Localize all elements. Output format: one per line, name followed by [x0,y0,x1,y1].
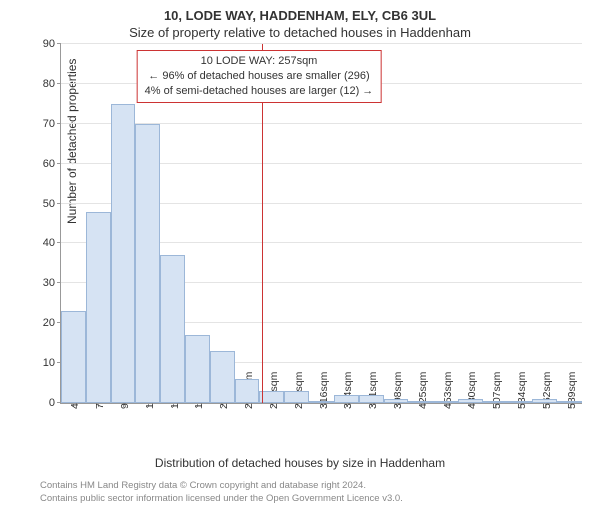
gridline [61,43,582,44]
x-axis-label: Distribution of detached houses by size … [0,456,600,470]
bar [483,401,508,403]
ytick-label: 50 [43,198,61,210]
xtick-label: 316sqm [318,372,330,409]
bar [259,391,284,403]
ytick-label: 40 [43,237,61,249]
annotation-line2: ← 96% of detached houses are smaller (29… [145,69,374,84]
bar [334,395,359,403]
xtick-label: 371sqm [367,372,379,409]
xtick-label: 507sqm [491,372,503,409]
xtick-label: 425sqm [417,372,429,409]
footer-line2: Contains public sector information licen… [40,493,600,506]
bar [160,255,185,403]
xtick-label: 589sqm [566,372,578,409]
bar [284,391,309,403]
bar [210,351,235,403]
bar [384,399,409,403]
bar [532,399,557,403]
ytick-label: 60 [43,158,61,170]
title-sub: Size of property relative to detached ho… [0,23,600,44]
chart-area: Number of detached properties 10 LODE WA… [60,44,582,404]
bar [61,311,86,403]
bar [508,401,533,403]
bar [433,401,458,403]
xtick-label: 453sqm [442,372,454,409]
xtick-label: 534sqm [516,372,528,409]
bar [557,401,582,403]
xtick-label: 562sqm [541,372,553,409]
bar [235,379,260,403]
ytick-label: 10 [43,357,61,369]
bar [86,212,111,403]
title-main: 10, LODE WAY, HADDENHAM, ELY, CB6 3UL [0,0,600,23]
ytick-label: 90 [43,38,61,50]
plot-area: 10 LODE WAY: 257sqm ← 96% of detached ho… [60,44,582,404]
bar [185,335,210,403]
ytick-label: 70 [43,118,61,130]
ytick-label: 20 [43,317,61,329]
bar [111,104,136,403]
ytick-label: 80 [43,78,61,90]
ytick-label: 30 [43,277,61,289]
footer-line1: Contains HM Land Registry data © Crown c… [40,480,600,493]
bar [359,395,384,403]
footer: Contains HM Land Registry data © Crown c… [0,470,600,506]
ytick-label: 0 [49,397,61,409]
xtick-label: 480sqm [466,372,478,409]
xtick-label: 344sqm [342,372,354,409]
annotation-line3: 4% of semi-detached houses are larger (1… [145,84,374,99]
xtick-label: 398sqm [392,372,404,409]
bar [458,399,483,403]
annotation-line1: 10 LODE WAY: 257sqm [145,54,374,69]
bar [135,124,160,403]
bar [309,401,334,403]
bar [408,401,433,403]
annotation-box: 10 LODE WAY: 257sqm ← 96% of detached ho… [137,50,382,103]
